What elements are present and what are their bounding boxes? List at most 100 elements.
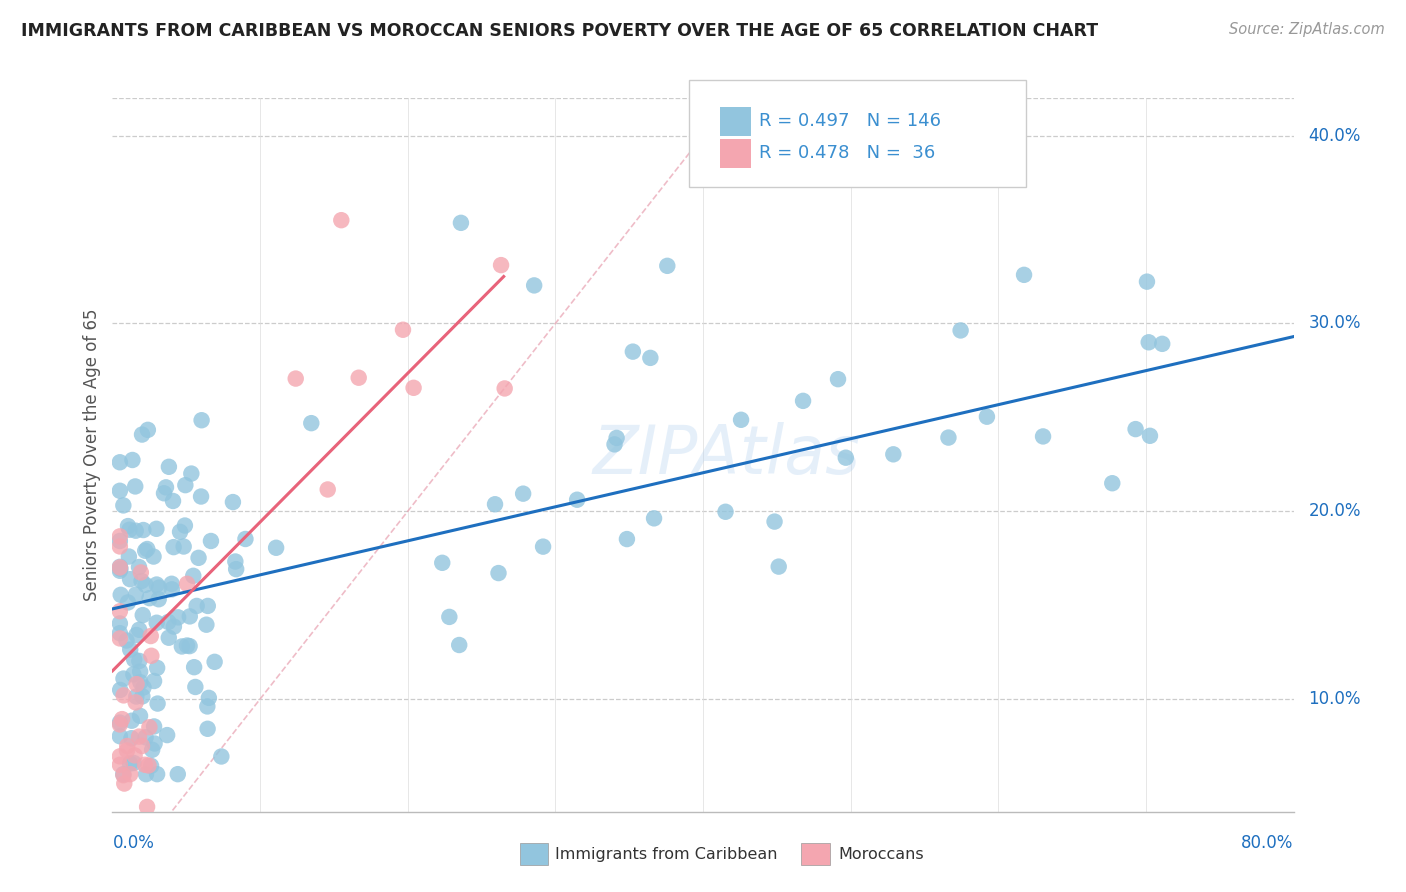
Point [139, 629, 162, 643]
Point [139, 759, 162, 773]
Point [603, 437, 626, 451]
Point [186, 599, 208, 613]
Point [108, 604, 131, 618]
Point [1012, 268, 1035, 282]
Point [117, 595, 139, 609]
Point [531, 540, 554, 554]
Point [145, 522, 167, 536]
Point [112, 776, 135, 790]
Point [156, 728, 179, 742]
Point [108, 540, 131, 554]
Point [108, 559, 131, 574]
Point [643, 511, 665, 525]
Point [768, 559, 790, 574]
Point [112, 499, 135, 513]
Point [1101, 476, 1123, 491]
Point [131, 739, 153, 753]
Point [167, 610, 190, 624]
Point [494, 381, 516, 395]
Point [134, 757, 156, 772]
Point [110, 588, 132, 602]
Point [135, 767, 157, 781]
Point [166, 767, 188, 781]
Point [160, 576, 183, 591]
Point [120, 731, 142, 746]
Point [108, 564, 131, 578]
Point [148, 592, 170, 607]
Point [827, 372, 849, 386]
Text: 40.0%: 40.0% [1309, 127, 1361, 145]
Point [174, 478, 197, 492]
Point [640, 351, 662, 365]
Point [714, 505, 737, 519]
Point [484, 497, 506, 511]
Text: Immigrants from Caribbean: Immigrants from Caribbean [555, 847, 778, 862]
Point [181, 569, 204, 583]
Point [179, 609, 201, 624]
Point [195, 699, 218, 714]
Point [162, 540, 184, 554]
Point [449, 638, 471, 652]
Point [108, 717, 131, 731]
Point [1152, 336, 1174, 351]
Text: 30.0%: 30.0% [1309, 315, 1361, 333]
Point [115, 633, 138, 648]
Point [489, 258, 512, 272]
Point [145, 615, 167, 630]
Point [108, 715, 131, 730]
Point [138, 758, 160, 772]
Point [284, 371, 307, 385]
Point [949, 323, 972, 337]
Point [1137, 335, 1160, 350]
Point [450, 216, 472, 230]
Point [225, 562, 247, 576]
Text: Source: ZipAtlas.com: Source: ZipAtlas.com [1229, 22, 1385, 37]
Point [173, 540, 195, 554]
Point [157, 459, 180, 474]
Point [606, 431, 628, 445]
Point [128, 623, 150, 637]
Point [316, 483, 339, 497]
Point [108, 529, 131, 543]
Point [128, 560, 150, 574]
Point [128, 730, 150, 744]
Point [835, 450, 858, 465]
Point [135, 731, 157, 745]
Point [143, 737, 166, 751]
Point [160, 582, 183, 597]
Point [132, 681, 155, 695]
Point [112, 672, 135, 686]
Point [141, 648, 163, 663]
Point [224, 554, 246, 568]
Point [128, 654, 150, 668]
Point [976, 409, 998, 424]
Point [122, 756, 145, 770]
Point [125, 524, 148, 538]
Point [523, 278, 546, 293]
Point [141, 743, 163, 757]
Point [122, 667, 145, 681]
Point [143, 673, 166, 688]
Point [124, 695, 146, 709]
Point [108, 483, 131, 498]
Point [222, 495, 245, 509]
Point [392, 323, 415, 337]
Point [169, 524, 191, 539]
Point [146, 661, 169, 675]
Point [131, 690, 153, 704]
Point [117, 519, 139, 533]
Point [108, 455, 131, 469]
Point [146, 767, 169, 781]
Point [146, 697, 169, 711]
Text: Moroccans: Moroccans [838, 847, 924, 862]
Point [264, 541, 287, 555]
Point [124, 479, 146, 493]
Point [157, 615, 180, 629]
Text: 20.0%: 20.0% [1309, 502, 1361, 520]
Text: 0.0%: 0.0% [112, 834, 155, 852]
Y-axis label: Seniors Poverty Over the Age of 65: Seniors Poverty Over the Age of 65 [83, 309, 101, 601]
Point [1139, 429, 1161, 443]
Point [121, 714, 143, 728]
Text: R = 0.478   N =  36: R = 0.478 N = 36 [759, 145, 935, 162]
Point [120, 642, 142, 657]
